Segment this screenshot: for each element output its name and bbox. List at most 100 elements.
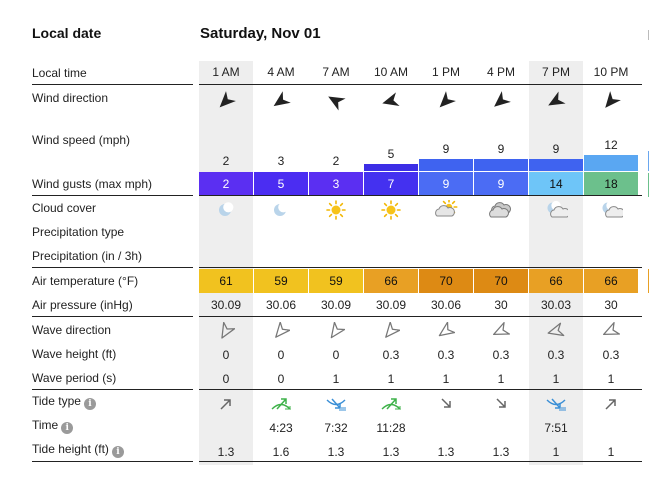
row-divider <box>32 461 193 462</box>
tide-rising-icon <box>199 393 253 415</box>
tide-type-label: Tide type i <box>32 394 194 410</box>
air-temp-label: Air temperature (°F) <box>32 274 139 288</box>
local-time: 4 AM <box>267 65 295 79</box>
air-pressure-value: 30.09 <box>320 298 352 312</box>
forecast-column: 1 PM 9 9 70 30.06 0.3 1 1.3 <box>419 61 473 465</box>
air-pressure-value: 30.09 <box>210 298 242 312</box>
arrow-icon <box>254 89 308 113</box>
wind-speed-bar <box>529 159 583 171</box>
arrow-icon <box>474 89 528 113</box>
wind-speed-label: Wind speed (mph) <box>32 133 131 147</box>
tide-height-value: 1.6 <box>272 445 290 459</box>
wind-speed-bar <box>364 164 418 171</box>
air-pressure-value: 30.06 <box>430 298 462 312</box>
cloud-icon <box>474 198 528 222</box>
air-pressure-value: 30 <box>494 298 508 312</box>
info-icon[interactable]: i <box>61 422 74 434</box>
wind-gust-value: 9 <box>474 172 528 196</box>
wind-gust-value: 3 <box>309 172 363 196</box>
wave-period-value: 1 <box>332 372 340 386</box>
tide-time-value <box>419 417 473 439</box>
air-temp-value: 66 <box>584 269 638 293</box>
row-divider <box>32 267 193 268</box>
info-icon[interactable]: i <box>83 398 96 410</box>
cloud-cover-label: Cloud cover <box>32 201 97 215</box>
tide-time-value: 7:32 <box>324 421 348 435</box>
tide-time-label: Time i <box>32 418 194 434</box>
wind-speed-value: 3 <box>277 154 285 168</box>
wave-height-value: 0.3 <box>437 348 455 362</box>
wind-gusts-label: Wind gusts (max mph) <box>32 177 153 191</box>
forecast-grid: 1 AM 2 2 61 30.09 0 0 1.3 4 AM 3 5 59 30.06 0 0 4:23 1.6… <box>199 61 649 465</box>
tide-height-value: 1.3 <box>217 445 235 459</box>
tide-high-tide-icon <box>364 393 418 415</box>
wave-arrow-icon <box>419 319 473 343</box>
row-divider <box>32 195 193 196</box>
row-divider <box>32 316 193 317</box>
air-pressure-value: 30 <box>604 298 618 312</box>
tide-falling-icon <box>474 393 528 415</box>
forecast-column: 7 AM 2 3 59 30.09 0 1 7:32 1.3 <box>309 61 363 465</box>
local-time: 1 PM <box>431 65 460 79</box>
wind-speed-bar <box>419 159 473 171</box>
tide-height-label: Tide height (ft) i <box>32 442 194 458</box>
forecast-column: 7 PM 9 14 66 30.03 0.3 1 7:51 1 <box>529 61 583 465</box>
tide-height-value: 1.3 <box>327 445 345 459</box>
local-date-label: Local date <box>32 25 102 41</box>
tide-height-value: 1.3 <box>382 445 400 459</box>
wave-height-value: 0.3 <box>492 348 510 362</box>
wave-height-value: 0.3 <box>547 348 565 362</box>
wave-height-value: 0 <box>277 348 285 362</box>
wind-gust-value: 5 <box>254 172 308 196</box>
local-time: 10 AM <box>373 65 409 79</box>
wave-height-value: 0 <box>222 348 230 362</box>
row-divider <box>199 267 642 268</box>
air-pressure-label: Air pressure (inHg) <box>32 298 133 312</box>
air-temp-value: 70 <box>419 269 473 293</box>
wave-period-value: 0 <box>222 372 230 386</box>
row-divider <box>199 461 642 462</box>
wave-arrow-icon <box>474 319 528 343</box>
wave-period-value: 0 <box>277 372 285 386</box>
row-divider <box>199 389 642 390</box>
local-time: 4 PM <box>486 65 515 79</box>
tide-time-value <box>199 417 253 439</box>
wave-height-value: 0.3 <box>602 348 620 362</box>
tide-height-value: 1 <box>552 445 560 459</box>
wind-speed-value: 2 <box>332 154 340 168</box>
wave-period-label: Wave period (s) <box>32 371 117 385</box>
tide-height-value: 1 <box>607 445 615 459</box>
wave-arrow-icon <box>364 319 418 343</box>
wave-height-label: Wave height (ft) <box>32 347 117 361</box>
wave-period-value: 1 <box>607 372 615 386</box>
tide-falling-icon <box>419 393 473 415</box>
wave-arrow-icon <box>584 319 638 343</box>
forecast-column: 1 AM 2 2 61 30.09 0 0 1.3 <box>199 61 253 465</box>
wind-gust-value: 2 <box>199 172 253 196</box>
sun-icon <box>364 198 418 222</box>
wind-speed-bar <box>474 159 528 171</box>
air-temp-value: 59 <box>254 269 308 293</box>
forecast-column: 4 PM 9 9 70 30 0.3 1 1.3 <box>474 61 528 465</box>
wind-speed-bar <box>584 155 638 171</box>
wave-period-value: 1 <box>442 372 450 386</box>
air-temp-value: 66 <box>529 269 583 293</box>
local-time: 10 PM <box>593 65 629 79</box>
night-cloud-icon <box>584 198 638 222</box>
arrow-icon <box>584 89 638 113</box>
precip-label: Precipitation (in / 3h) <box>32 249 143 263</box>
arrow-icon <box>364 89 418 113</box>
wave-period-value: 1 <box>387 372 395 386</box>
moon-icon <box>254 198 308 222</box>
tide-height-value: 1.3 <box>492 445 510 459</box>
date-heading: Saturday, Nov 01 <box>200 25 321 42</box>
tide-time-value: 11:28 <box>376 421 406 435</box>
wind-gust-value: 18 <box>584 172 638 196</box>
forecast-column: 10 AM 5 7 66 30.09 0.3 1 11:28 1.3 <box>364 61 418 465</box>
air-pressure-value: 30.03 <box>540 298 572 312</box>
tide-high-tide-icon <box>254 393 308 415</box>
wave-period-value: 1 <box>497 372 505 386</box>
wind-speed-value: 9 <box>552 142 560 156</box>
info-icon[interactable]: i <box>111 446 124 458</box>
moon-icon <box>199 198 253 222</box>
